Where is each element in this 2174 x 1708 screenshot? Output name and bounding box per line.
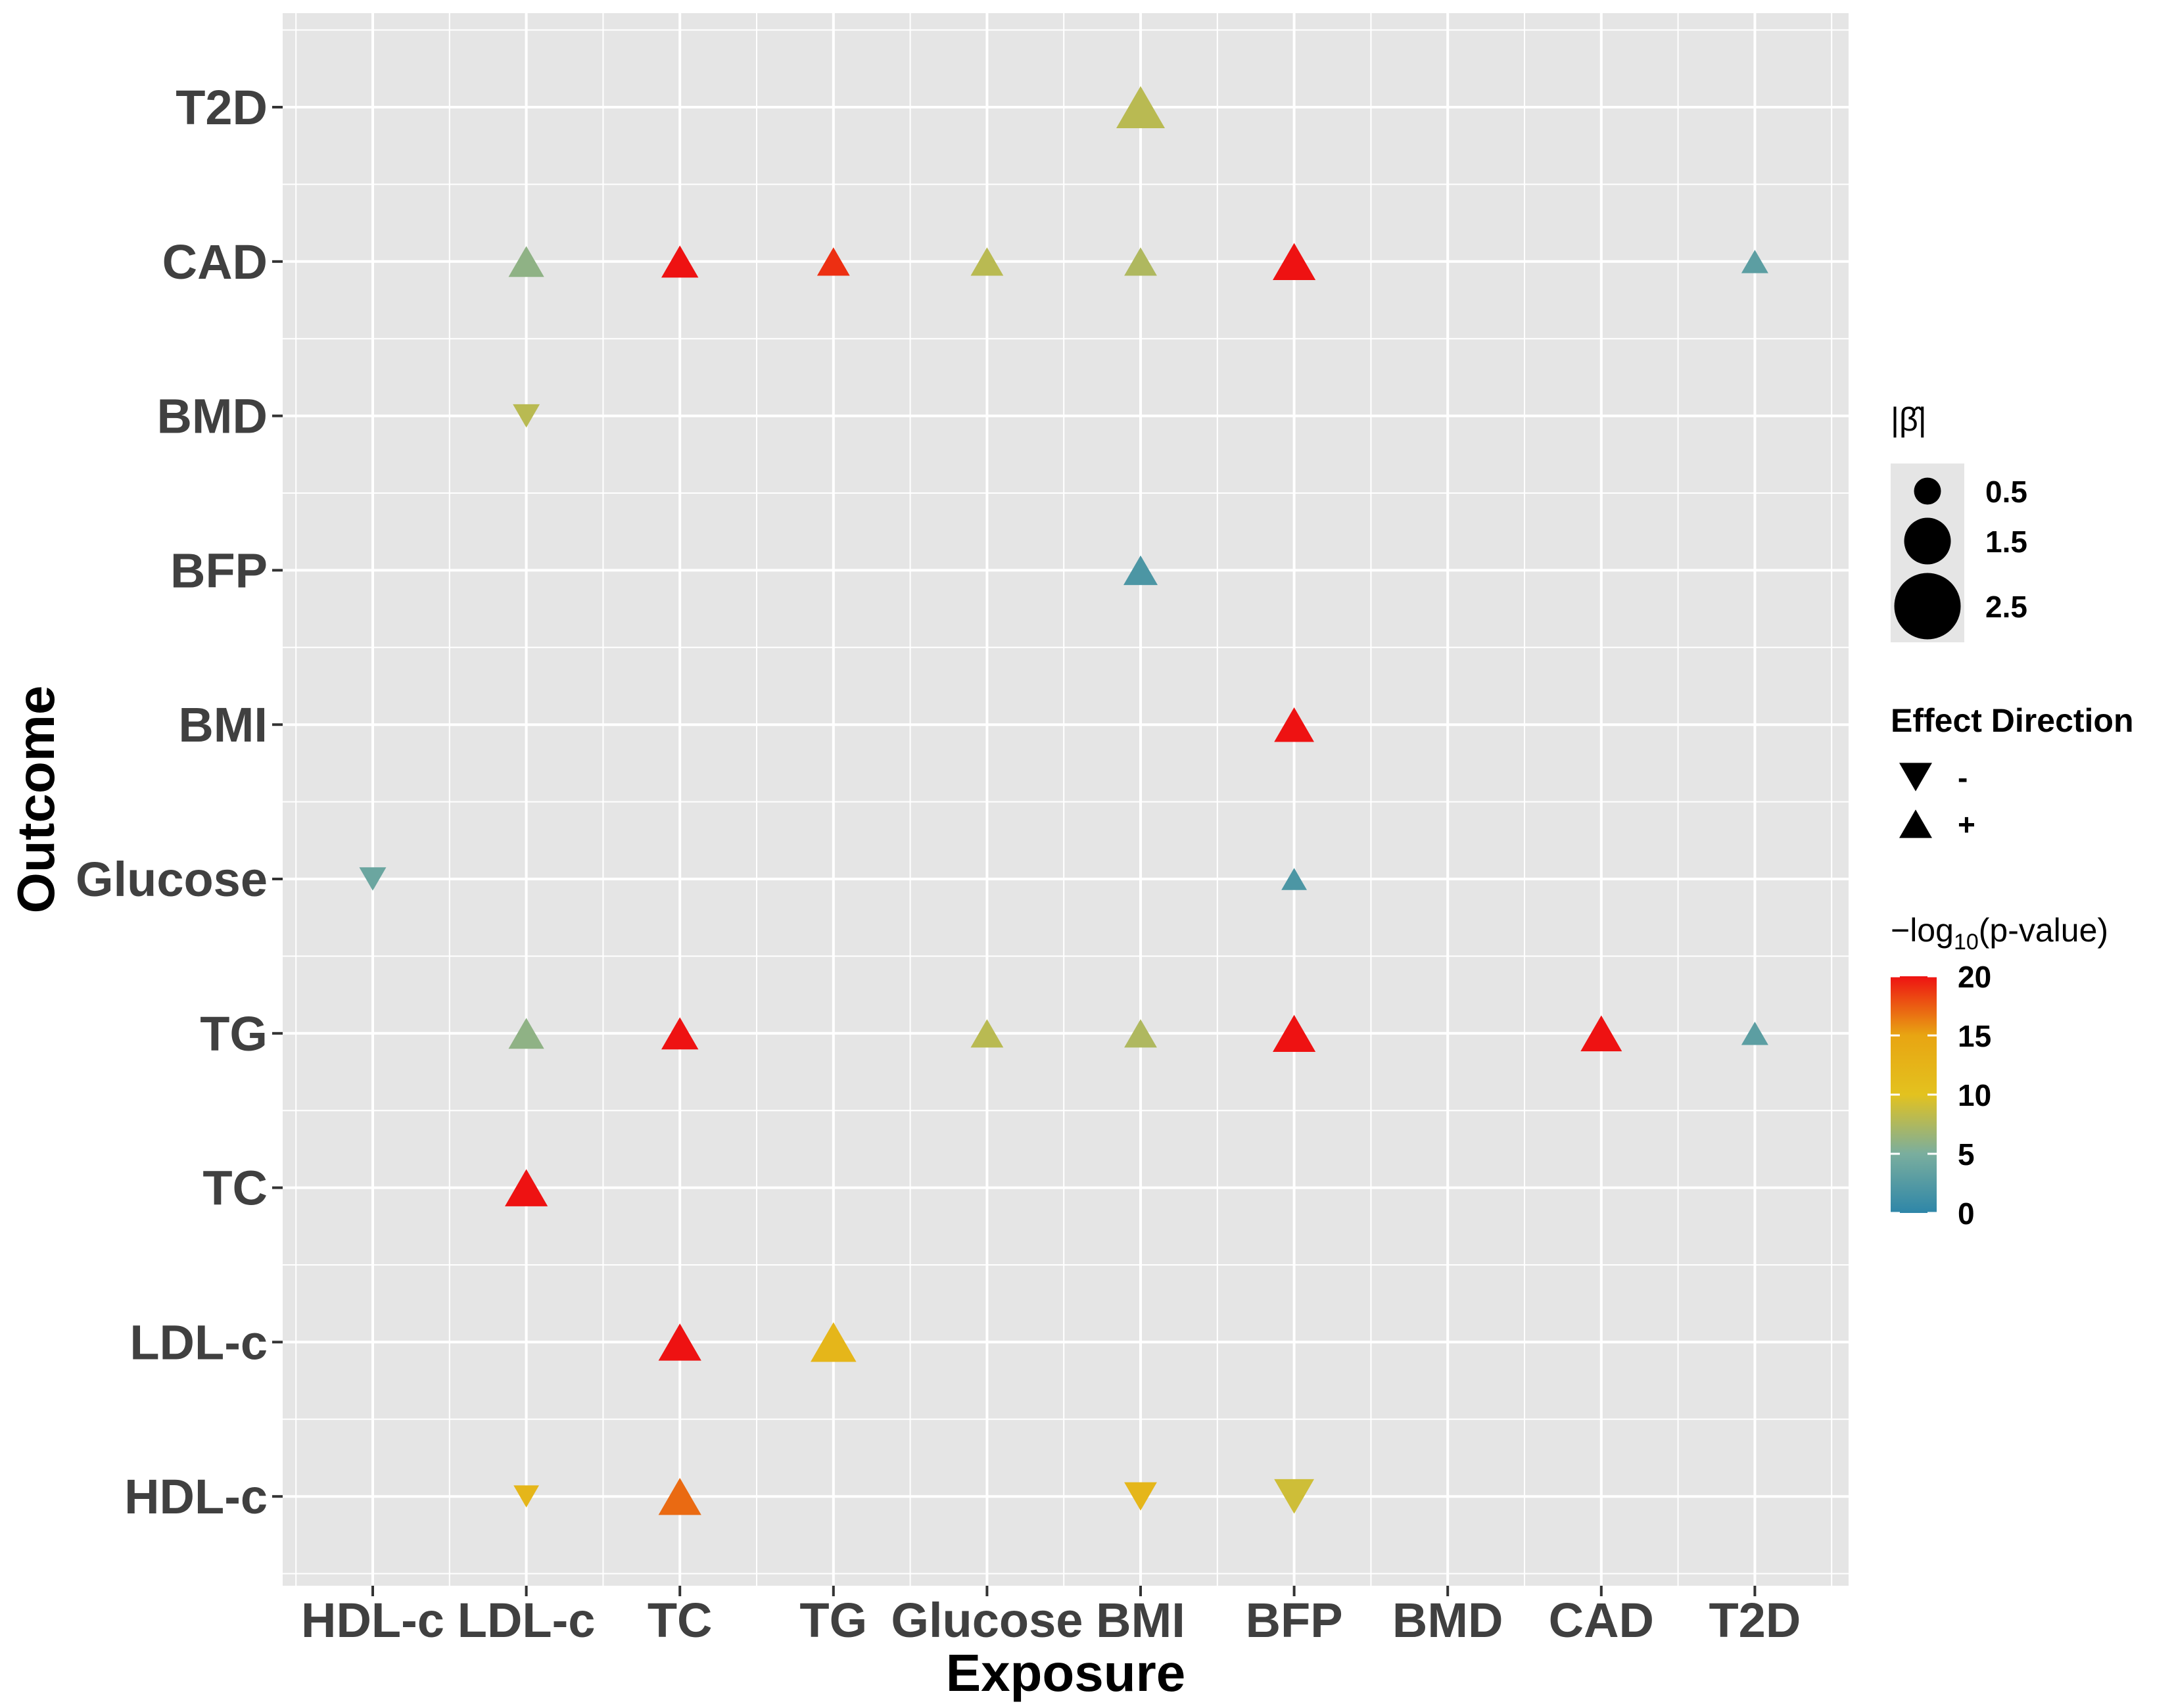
colorbar-label: 20 (1958, 960, 1991, 994)
y-tick-label-bfp: BFP (170, 543, 268, 598)
colorbar-label: 0 (1958, 1197, 1975, 1231)
point-tc-to-ldl-c (658, 1323, 701, 1361)
legend-size-label: 1.5 (1985, 525, 2027, 559)
y-axis-title: Outcome (7, 686, 65, 914)
y-tick-label-tg: TG (200, 1007, 268, 1061)
x-tick-label-bmi: BMI (1096, 1593, 1185, 1648)
legend-shape-label: + (1958, 807, 1975, 842)
y-tick-label-bmd: BMD (156, 389, 268, 444)
point-ldl-c-to-tc (505, 1169, 548, 1206)
data-points (359, 85, 1768, 1515)
x-tick-label-cad: CAD (1549, 1593, 1654, 1648)
point-t2d-to-tg (1741, 1022, 1768, 1045)
point-ldl-c-to-bmd (513, 404, 540, 428)
y-tick-label-ldl-c: LDL-c (130, 1315, 268, 1369)
point-bmi-to-t2d (1116, 85, 1165, 129)
point-cad-to-tg (1580, 1015, 1622, 1052)
point-tg-to-ldl-c (811, 1322, 857, 1362)
colorbar-label: 15 (1958, 1019, 1991, 1053)
point-hdl-c-to-glucose (359, 867, 387, 891)
legend-color-title-sub: 10 (1954, 930, 1979, 955)
x-tick-label-glucose: Glucose (891, 1593, 1083, 1648)
point-bmi-to-hdl-c (1124, 1482, 1157, 1511)
y-tick-label-bmi: BMI (178, 698, 268, 752)
legend-shape-label: - (1958, 761, 1968, 795)
legend-shape-triangle (1899, 809, 1932, 838)
x-axis: HDL-c LDL-c TC TG Glucose BMI BFP BMD CAD T2D (301, 1586, 1801, 1648)
y-tick-label-tc: TC (202, 1161, 268, 1216)
x-tick-label-tg: TG (799, 1593, 867, 1648)
point-bmi-to-cad (1124, 247, 1157, 276)
point-glucose-to-tg (970, 1019, 1004, 1048)
colorbar-label: 5 (1958, 1137, 1975, 1172)
legend-color-title-suffix: (p-value) (1979, 912, 2108, 949)
legend-size-circle (1914, 477, 1941, 505)
point-glucose-to-cad (970, 247, 1004, 276)
y-tick-label-cad: CAD (162, 235, 268, 289)
x-axis-title: Exposure (946, 1644, 1186, 1702)
point-bfp-to-bmi (1274, 707, 1314, 742)
plot-panel (283, 13, 1849, 1586)
legend-color-title-prefix: −log (1891, 912, 1954, 949)
legend-size-title: |β̂| (1891, 401, 1927, 438)
point-tc-to-cad (661, 245, 699, 278)
y-tick-label-glucose: Glucose (76, 852, 268, 907)
point-tc-to-tg (661, 1017, 699, 1050)
point-bmi-to-tg (1124, 1019, 1157, 1048)
y-tick-label-t2d: T2D (176, 80, 268, 135)
legend-size: |β̂| 0.5 1.5 2.5 (1891, 401, 2027, 642)
point-ldl-c-to-tg (508, 1018, 544, 1049)
legend-size-circle (1904, 517, 1951, 565)
legend-shape: Effect Direction - + (1891, 702, 2134, 842)
point-bfp-to-cad (1273, 243, 1316, 281)
x-tick-label-bmd: BMD (1392, 1593, 1503, 1648)
y-axis: HDL-c LDL-c TC TG Glucose BMI BFP BMD CAD T2D (76, 80, 283, 1524)
x-tick-label-t2d: T2D (1709, 1593, 1801, 1648)
legend-color-title: −log10(p-value) (1891, 912, 2108, 955)
point-tg-to-cad (816, 247, 850, 276)
legend-size-circle (1894, 573, 1961, 640)
x-tick-label-ldl-c: LDL-c (458, 1593, 596, 1648)
point-ldl-c-to-hdl-c (513, 1485, 539, 1508)
point-bmi-to-bfp (1123, 555, 1158, 585)
x-tick-label-hdl-c: HDL-c (301, 1593, 444, 1648)
legend-shape-triangle (1899, 763, 1932, 792)
point-tc-to-hdl-c (658, 1477, 701, 1515)
colorbar-label: 10 (1958, 1078, 1991, 1112)
point-bfp-to-hdl-c (1274, 1479, 1314, 1514)
x-tick-label-bfp: BFP (1246, 1593, 1343, 1648)
legend-shape-title: Effect Direction (1891, 702, 2134, 739)
point-bfp-to-tg (1273, 1014, 1316, 1053)
point-bfp-to-glucose (1281, 868, 1307, 890)
legend-size-label: 2.5 (1985, 590, 2027, 624)
legend-size-label: 0.5 (1985, 475, 2027, 509)
point-ldl-c-to-cad (508, 246, 544, 277)
x-tick-label-tc: TC (648, 1593, 713, 1648)
y-tick-label-hdl-c: HDL-c (124, 1469, 268, 1524)
point-t2d-to-cad (1741, 250, 1768, 273)
